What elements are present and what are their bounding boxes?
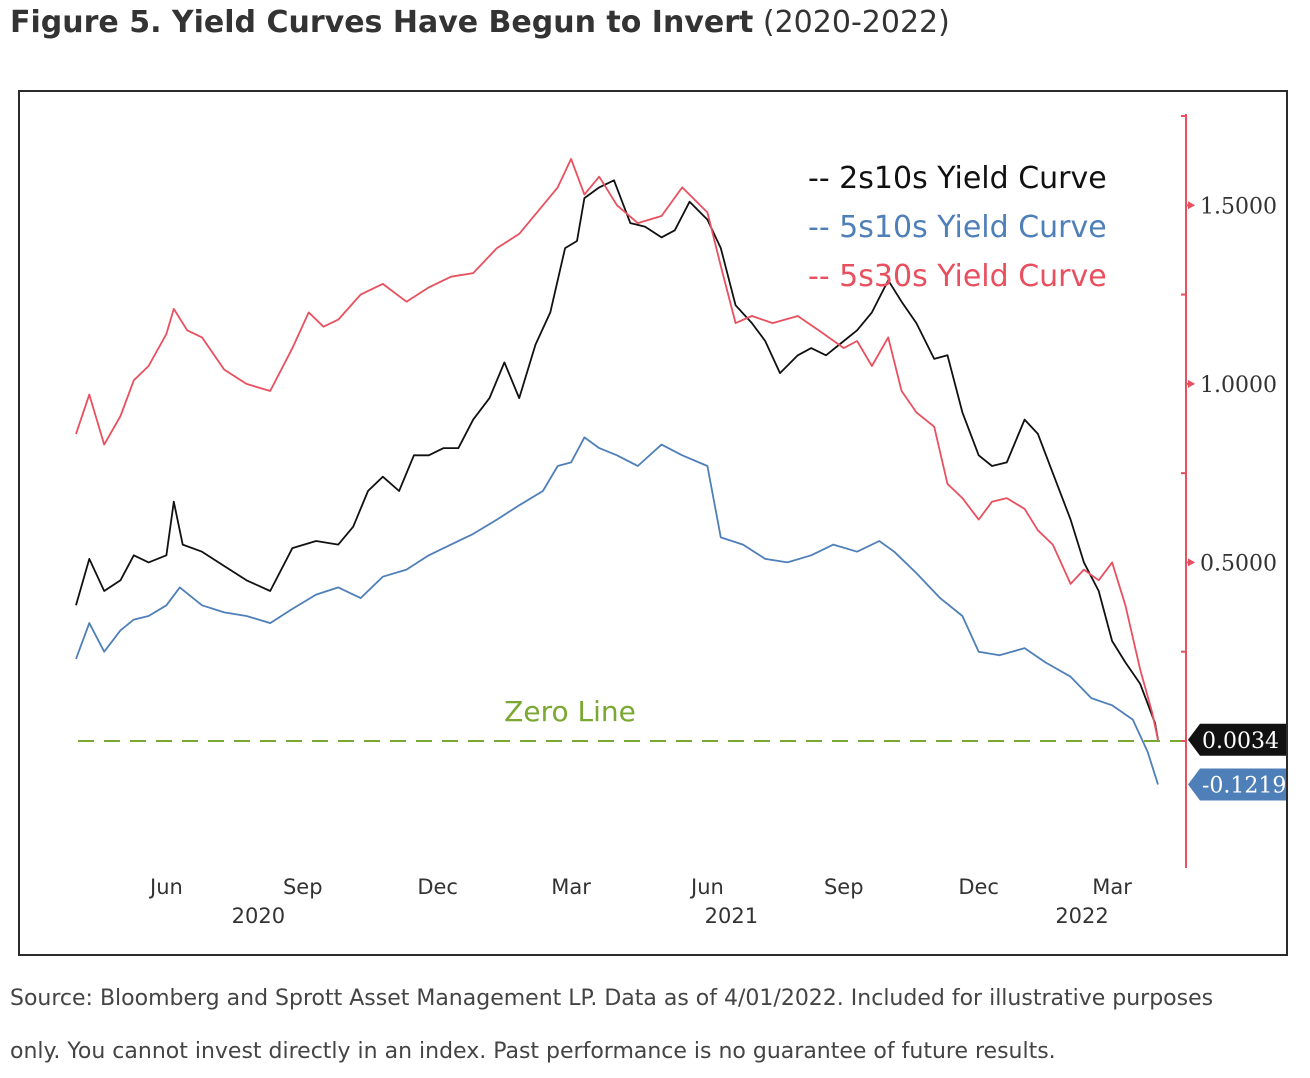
figure-title-bold: Figure 5. Yield Curves Have Begun to Inv… [10,5,754,40]
series-line-0 [75,179,1159,740]
last-value-badge-label: 0.0034 [1202,729,1279,754]
x-tick-label: Sep [824,875,864,899]
source-note-line-1: Source: Bloomberg and Sprott Asset Manag… [10,986,1214,1011]
source-note-line-2: only. You cannot invest directly in an i… [10,1039,1056,1064]
y-axis-tick-marker [1188,201,1195,210]
x-tick-label: Dec [958,875,999,899]
x-tick-year-label: 2022 [1055,904,1108,928]
legend-entry: -- 5s30s Yield Curve [808,259,1107,294]
y-tick-label: 1.5000 [1200,194,1277,219]
x-tick-label: Sep [283,875,323,899]
figure-title: Figure 5. Yield Curves Have Begun to Inv… [10,2,950,44]
x-tick-label: Jun [148,875,183,899]
series-line-1 [75,436,1159,785]
zero-line-label: Zero Line [504,695,636,728]
x-tick-label: Jun [689,875,724,899]
legend-entry: -- 5s10s Yield Curve [808,210,1107,245]
last-value-badge [1188,768,1286,801]
x-tick-label: Mar [551,875,591,899]
figure-title-date-range: (2020-2022) [762,5,950,40]
last-value-badge [1188,723,1286,756]
yield-curve-chart: Zero Line 1.5000 1.0000 0.5000 0.0034 -0.1219… [75,114,1286,928]
x-tick-label: Dec [417,875,458,899]
y-tick-label: 1.0000 [1200,373,1277,398]
x-tick-year-label: 2020 [232,904,285,928]
last-value-badge-label: -0.1219 [1202,774,1286,799]
y-axis-tick-marker [1188,558,1195,567]
chart-frame: Zero Line 1.5000 1.0000 0.5000 0.0034 -0.1219… [18,90,1288,956]
legend-entry: -- 2s10s Yield Curve [808,161,1107,196]
y-axis-tick-marker [1188,379,1195,388]
y-tick-label: 0.5000 [1200,551,1277,576]
x-tick-label: Mar [1092,875,1132,899]
x-tick-year-label: 2021 [705,904,758,928]
series-line-2 [75,158,1159,740]
